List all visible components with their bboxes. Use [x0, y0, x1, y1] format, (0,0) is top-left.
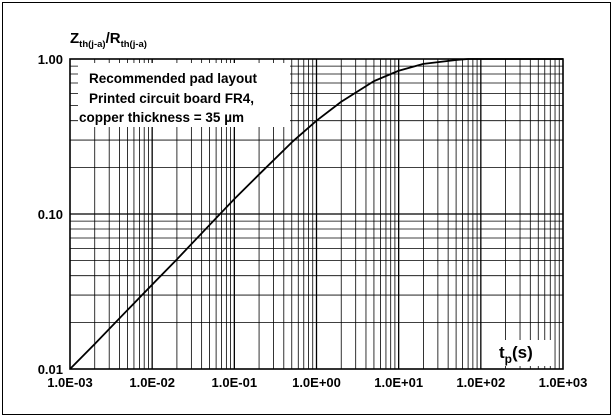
chart-frame	[2, 2, 611, 415]
x-axis-label: tp(s)	[499, 343, 533, 366]
x-tick-label: 1.0E-01	[212, 375, 258, 390]
x-tick-label: 1.0E+02	[456, 375, 505, 390]
series-layer	[69, 58, 563, 370]
annotation-box	[78, 63, 290, 127]
annotation-line-1: Recommended pad layout	[89, 71, 258, 86]
plot-area-border	[69, 58, 564, 370]
tick-labels: 1.0E-03 1.0E-02 1.0E-01 1.0E+00 1.0E+01 1.0E+…	[38, 52, 588, 390]
x-axis-label-bg	[494, 340, 554, 366]
y-axis-label: Zth(j-a)/Rth(j-a)	[70, 30, 147, 50]
series-line	[69, 58, 563, 370]
y-tick-label: 0.01	[38, 362, 63, 377]
y-tick-label: 0.10	[38, 207, 63, 222]
annotation-line-3: copper thickness = 35 µm	[79, 110, 244, 125]
x-tick-label: 1.0E+03	[539, 375, 588, 390]
y-tick-label: 1.00	[38, 52, 63, 67]
x-tick-label: 1.0E+01	[374, 375, 423, 390]
x-tick-label: 1.0E-03	[47, 375, 93, 390]
x-tick-label: 1.0E-02	[129, 375, 175, 390]
annotation-line-2: Printed circuit board FR4,	[89, 91, 254, 106]
x-tick-label: 1.0E+00	[292, 375, 341, 390]
